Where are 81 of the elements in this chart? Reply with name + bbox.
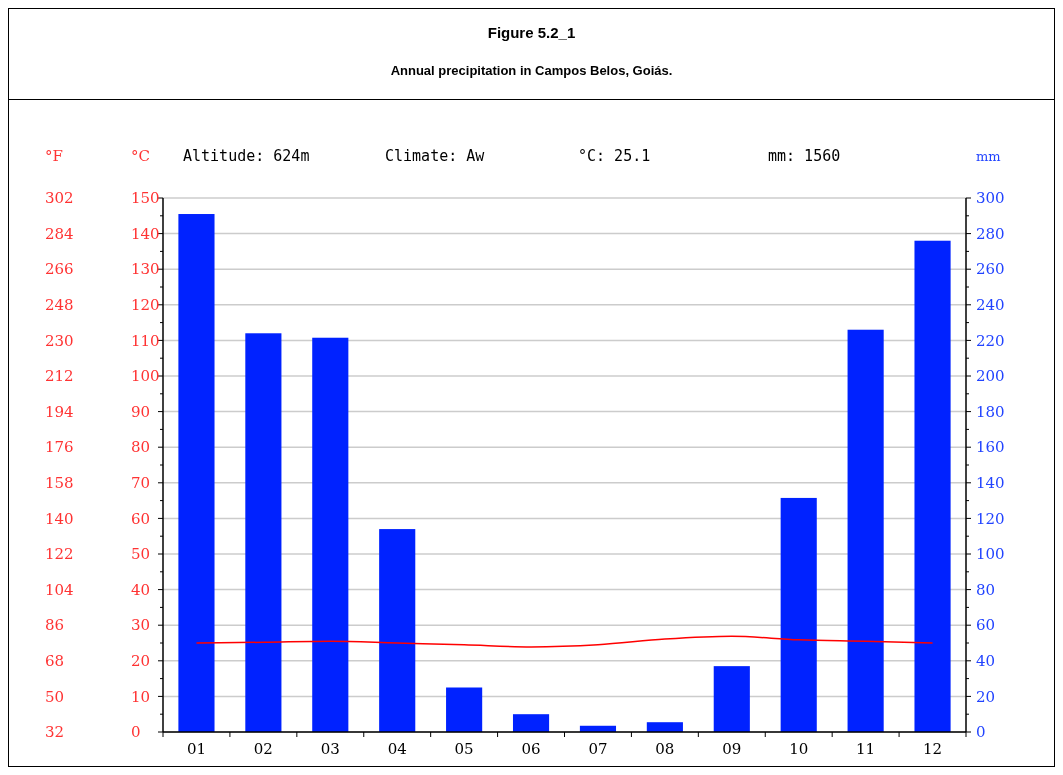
y3-tick-label: 104	[45, 580, 74, 599]
y-tick-label: 0	[131, 723, 141, 742]
x-tick-label: 06	[521, 740, 541, 758]
y-tick-label: 20	[131, 652, 151, 671]
x-tick-label: 10	[789, 740, 809, 758]
y3-tick-label: 158	[45, 474, 74, 493]
y2-tick-label: 280	[976, 224, 1005, 243]
y-axis-title: °C	[131, 147, 150, 165]
y2-tick-label: 200	[976, 367, 1005, 386]
chart-title: Figure 5.2_1	[487, 24, 576, 41]
y3-tick-label: 284	[45, 224, 74, 243]
x-tick-label: 04	[387, 740, 407, 758]
x-tick-label: 03	[320, 740, 340, 758]
y2-axis-title: mm	[976, 149, 1001, 164]
x-tick-label: 11	[856, 740, 876, 758]
text: Climate: Aw	[385, 147, 486, 165]
bar	[446, 687, 483, 732]
y3-tick-label: 140	[45, 509, 74, 528]
y3-axis-title: °F	[45, 147, 63, 165]
x-tick-label: 12	[922, 740, 943, 758]
bar	[245, 333, 282, 732]
bar	[713, 666, 750, 732]
y2-tick-label: 160	[976, 438, 1005, 457]
y2-tick-label: 120	[976, 509, 1005, 528]
y2-tick-label: 180	[976, 402, 1005, 421]
y2-tick-label: 240	[976, 296, 1005, 315]
y2-tick-label: 100	[976, 545, 1005, 564]
x-tick-label: 08	[655, 740, 675, 758]
y3-tick-label: 266	[45, 260, 74, 279]
bar	[312, 337, 349, 732]
y3-tick-label: 50	[45, 687, 65, 706]
y2-tick-label: 80	[976, 580, 996, 599]
y3-tick-label: 176	[45, 438, 74, 457]
y3-tick-label: 194	[45, 402, 74, 421]
y3-tick-label: 212	[45, 367, 74, 386]
y2-tick-label: 220	[976, 331, 1005, 350]
y-tick-label: 30	[131, 616, 151, 635]
y-tick-label: 40	[131, 580, 151, 599]
bar	[379, 529, 416, 732]
y3-tick-label: 230	[45, 331, 74, 350]
y-tick-label: 130	[131, 260, 160, 279]
y-tick-label: 70	[131, 474, 151, 493]
y-tick-label: 50	[131, 545, 151, 564]
y-tick-label: 120	[131, 296, 160, 315]
bar	[178, 214, 215, 732]
y-tick-label: 90	[131, 402, 151, 421]
y-tick-label: 100	[131, 367, 160, 386]
y2-tick-label: 0	[976, 723, 986, 742]
bar	[847, 329, 884, 732]
bar	[780, 497, 817, 732]
x-tick-label: 05	[454, 740, 474, 758]
x-tick-label: 07	[588, 740, 608, 758]
y3-tick-label: 86	[45, 616, 65, 635]
y-tick-label: 10	[131, 687, 151, 706]
y3-tick-label: 248	[45, 296, 74, 315]
bar	[646, 722, 683, 732]
y2-tick-label: 300	[976, 189, 1005, 208]
x-tick-label: 01	[186, 740, 207, 758]
y-tick-label: 150	[131, 189, 160, 208]
y-tick-label: 60	[131, 509, 151, 528]
y2-tick-label: 60	[976, 616, 996, 635]
line-series	[195, 635, 934, 648]
bar	[914, 240, 951, 732]
y-tick-label: 110	[131, 331, 160, 350]
y-tick-label: 140	[131, 224, 160, 243]
x-tick-label: 09	[722, 740, 742, 758]
y2-tick-label: 140	[976, 474, 1005, 493]
y3-tick-label: 122	[45, 545, 74, 564]
text: mm: 1560	[768, 147, 841, 165]
y-tick-label: 80	[131, 438, 151, 457]
y2-tick-label: 40	[976, 652, 996, 671]
y2-tick-label: 260	[976, 260, 1005, 279]
bar	[512, 714, 550, 732]
y2-tick-label: 20	[976, 687, 996, 706]
text: °C: 25.1	[578, 147, 651, 165]
y3-tick-label: 302	[45, 189, 74, 208]
y3-tick-label: 68	[45, 652, 65, 671]
x-tick-label: 02	[253, 740, 273, 758]
chart-subtitle: Annual precipitation in Campos Belos, Goiás.	[390, 63, 673, 78]
text: Altitude: 624m	[183, 147, 310, 165]
y3-tick-label: 32	[45, 723, 65, 742]
